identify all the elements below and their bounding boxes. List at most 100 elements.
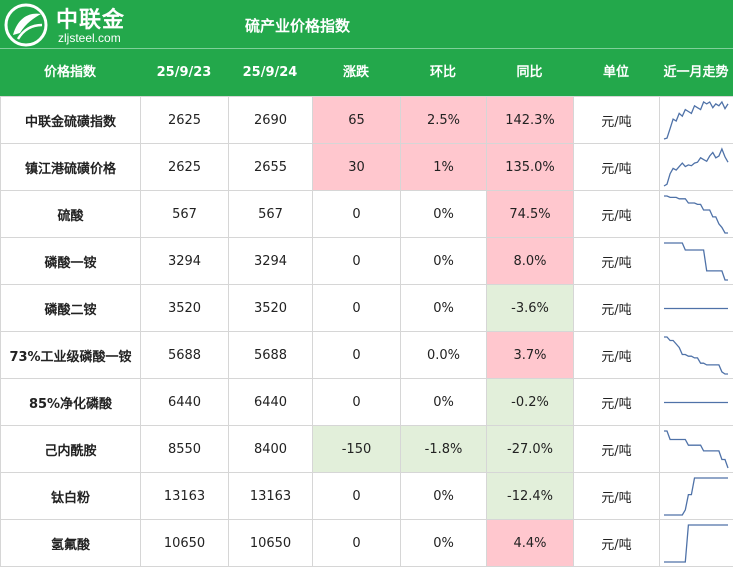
cell-index-name: 磷酸二铵	[0, 284, 141, 332]
table-row: 镇江港硫磺价格 2625 2655 30 1% 135.0% 元/吨	[0, 143, 733, 191]
cell-trend	[659, 143, 733, 191]
cell-yoy: -27.0%	[486, 425, 574, 473]
cell-price-date1: 13163	[140, 472, 229, 520]
col-header-change: 涨跌	[342, 65, 369, 80]
table-row: 硫酸 567 567 0 0% 74.5% 元/吨	[0, 190, 733, 238]
cell-price-date2: 3520	[228, 284, 313, 332]
cell-price-date1: 3520	[140, 284, 229, 332]
cell-price-date1: 10650	[140, 519, 229, 567]
col-header-yoy: 同比	[516, 65, 543, 80]
cell-change: 0	[312, 237, 401, 285]
cell-price-date2: 10650	[228, 519, 313, 567]
cell-trend	[659, 472, 733, 520]
column-header-row: 价格指数 25/9/23 25/9/24 涨跌 环比 同比 单位 近一月走势	[0, 48, 733, 96]
cell-mom: 2.5%	[400, 96, 487, 144]
trend-sparkline	[663, 100, 729, 140]
cell-trend	[659, 331, 733, 379]
cell-yoy: 3.7%	[486, 331, 574, 379]
cell-yoy: 135.0%	[486, 143, 574, 191]
cell-unit: 元/吨	[573, 143, 660, 191]
trend-sparkline	[664, 429, 729, 468]
cell-price-date2: 13163	[228, 472, 313, 520]
cell-trend	[659, 190, 733, 238]
cell-mom: 0%	[400, 237, 487, 285]
trend-line	[664, 429, 729, 468]
trend-line	[664, 476, 728, 516]
table-row: 中联金硫磺指数 2625 2690 65 2.5% 142.3% 元/吨	[0, 96, 733, 144]
cell-index-name: 钛白粉	[0, 472, 141, 520]
cell-price-date1: 2625	[140, 96, 229, 144]
table-row: 73%工业级磷酸一铵 5688 5688 0 0.0% 3.7% 元/吨	[0, 331, 733, 379]
trend-line	[664, 241, 728, 281]
trend-sparkline	[663, 146, 729, 187]
trend-sparkline	[664, 401, 728, 403]
cell-unit: 元/吨	[573, 237, 660, 285]
cell-yoy: -12.4%	[486, 472, 574, 520]
cell-price-date1: 6440	[140, 378, 229, 426]
cell-mom: 0%	[400, 519, 487, 567]
cell-change: 30	[312, 143, 401, 191]
cell-trend	[659, 237, 733, 285]
cell-unit: 元/吨	[573, 378, 660, 426]
cell-change: 0	[312, 519, 401, 567]
cell-change: 0	[312, 472, 401, 520]
cell-trend	[659, 425, 733, 473]
col-header-index: 价格指数	[43, 65, 96, 80]
cell-mom: 0%	[400, 190, 487, 238]
table-row: 85%净化磷酸 6440 6440 0 0% -0.2% 元/吨	[0, 378, 733, 426]
cell-yoy: 142.3%	[486, 96, 574, 144]
cell-index-name: 磷酸一铵	[0, 237, 141, 285]
cell-price-date2: 8400	[228, 425, 313, 473]
cell-trend	[659, 284, 733, 332]
cell-mom: 0%	[400, 378, 487, 426]
table-row: 磷酸一铵 3294 3294 0 0% 8.0% 元/吨	[0, 237, 733, 285]
col-header-date2: 25/9/24	[242, 65, 298, 80]
brand-leaf-icon	[4, 3, 48, 47]
cell-price-date2: 6440	[228, 378, 313, 426]
cell-price-date1: 8550	[140, 425, 229, 473]
cell-price-date1: 3294	[140, 237, 229, 285]
cell-change: 0	[312, 284, 401, 332]
trend-sparkline	[664, 307, 728, 309]
trend-sparkline	[664, 194, 728, 234]
cell-yoy: -0.2%	[486, 378, 574, 426]
cell-unit: 元/吨	[573, 331, 660, 379]
trend-sparkline	[664, 523, 728, 563]
table-row: 氢氟酸 10650 10650 0 0% 4.4% 元/吨	[0, 519, 733, 567]
price-index-table: 中联金硫磺指数 2625 2690 65 2.5% 142.3% 元/吨 镇江港硫磺价格 262…	[0, 96, 733, 567]
cell-trend	[659, 378, 733, 426]
cell-price-date2: 567	[228, 190, 313, 238]
cell-index-name: 己内酰胺	[0, 425, 141, 473]
cell-change: 65	[312, 96, 401, 144]
trend-sparkline	[664, 241, 728, 281]
cell-price-date2: 5688	[228, 331, 313, 379]
cell-price-date2: 3294	[228, 237, 313, 285]
cell-index-name: 镇江港硫磺价格	[0, 143, 141, 191]
cell-unit: 元/吨	[573, 425, 660, 473]
table-row: 磷酸二铵 3520 3520 0 0% -3.6% 元/吨	[0, 284, 733, 332]
cell-index-name: 中联金硫磺指数	[0, 96, 141, 144]
cell-mom: 0.0%	[400, 331, 487, 379]
cell-change: -150	[312, 425, 401, 473]
cell-yoy: 74.5%	[486, 190, 574, 238]
cell-price-date1: 5688	[140, 331, 229, 379]
table-row: 钛白粉 13163 13163 0 0% -12.4% 元/吨	[0, 472, 733, 520]
cell-trend	[659, 96, 733, 144]
cell-index-name: 73%工业级磷酸一铵	[0, 331, 141, 379]
cell-index-name: 硫酸	[0, 190, 141, 238]
cell-change: 0	[312, 378, 401, 426]
brand-domain: zljsteel.com	[58, 31, 121, 45]
page-title: 硫产业价格指数	[245, 17, 351, 35]
cell-unit: 元/吨	[573, 190, 660, 238]
col-header-date1: 25/9/23	[156, 65, 212, 80]
col-header-unit: 单位	[602, 65, 629, 80]
cell-mom: -1.8%	[400, 425, 487, 473]
col-header-mom: 环比	[429, 65, 456, 80]
cell-unit: 元/吨	[573, 519, 660, 567]
cell-unit: 元/吨	[573, 96, 660, 144]
header-banner: 中联金 zljsteel.com 硫产业价格指数	[0, 0, 733, 48]
trend-sparkline	[664, 476, 728, 516]
cell-price-date2: 2690	[228, 96, 313, 144]
cell-mom: 1%	[400, 143, 487, 191]
cell-change: 0	[312, 331, 401, 379]
